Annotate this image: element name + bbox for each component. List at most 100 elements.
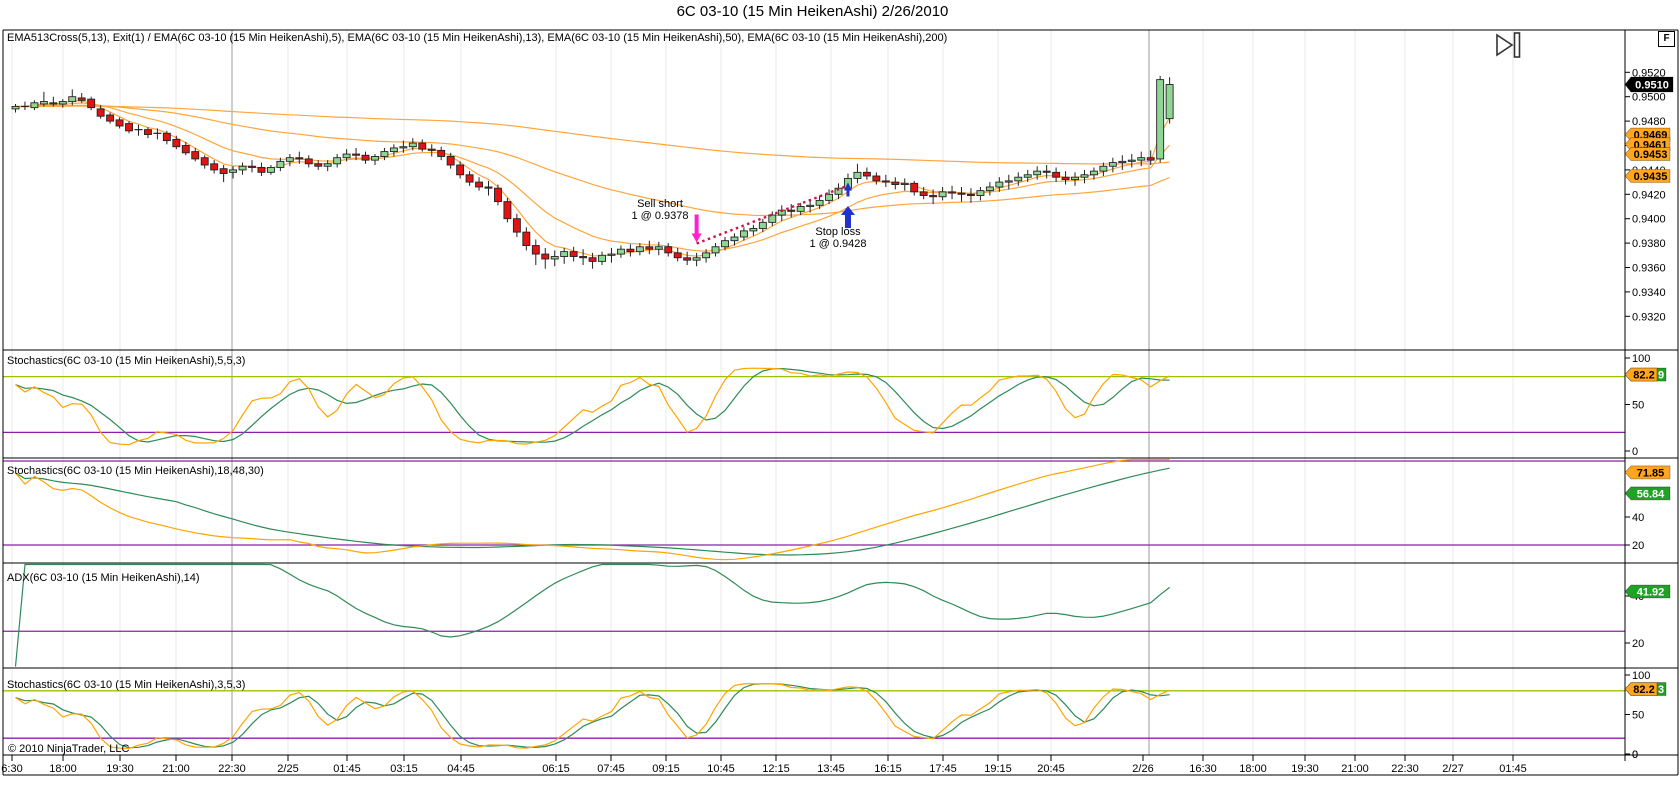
sell-short-line1: Sell short — [637, 198, 683, 210]
price-tick-label: 0.9500 — [1632, 92, 1666, 104]
candle-body — [418, 142, 427, 150]
time-tick-label: 19:30 — [106, 763, 134, 775]
value-badge — [1624, 147, 1671, 161]
time-tick-label: 04:45 — [447, 763, 475, 775]
time-tick-label: 2/27 — [1442, 763, 1463, 775]
candle-body — [550, 256, 559, 260]
candle-body — [408, 142, 417, 148]
candle-body — [77, 97, 86, 101]
time-axis[interactable]: 6:30 18:00 19:30 21:00 22:30 2/25 01:45 03:15 04… — [1, 749, 1638, 775]
candle-body — [872, 175, 881, 182]
candle-body — [730, 236, 739, 242]
candle-body — [768, 214, 777, 223]
price-tick-label: 0.9520 — [1632, 67, 1666, 79]
candle-body — [645, 246, 654, 250]
value-badge-label: 41.92 — [1637, 586, 1665, 598]
time-tick-label: 09:15 — [652, 763, 680, 775]
candle-body — [910, 182, 919, 193]
time-tick-label: 07:45 — [597, 763, 625, 775]
candle-body — [806, 204, 815, 207]
chart-title: 6C 03-10 (15 Min HeikenAshi) 2/26/2010 — [676, 3, 949, 20]
candle-body — [862, 171, 871, 177]
candle-body — [1118, 160, 1127, 164]
zero-tick-label: 0 — [1632, 749, 1638, 761]
candle-body — [115, 119, 124, 127]
candle-body — [683, 257, 692, 261]
candle-body — [389, 147, 398, 153]
candle-body — [1146, 157, 1155, 161]
candle-body — [475, 181, 483, 188]
time-tick-label: 01:45 — [1499, 763, 1527, 775]
candle-body — [1052, 171, 1061, 178]
candle-body — [1061, 176, 1070, 181]
ema-lines — [15, 100, 1171, 257]
time-tick-label: 20:45 — [1037, 763, 1065, 775]
candle-body — [654, 246, 663, 250]
candle-body — [1004, 180, 1013, 183]
candle-body — [891, 181, 900, 185]
price-tick-label: 0.9420 — [1632, 189, 1666, 201]
candle-body — [881, 180, 890, 183]
time-tick-label: 6:30 — [1, 763, 22, 775]
time-tick-label: 21:00 — [162, 763, 190, 775]
ema-50-line — [15, 104, 1170, 217]
ema-200-line — [15, 105, 1170, 165]
candle-body — [995, 181, 1004, 188]
focus-button[interactable]: F — [1658, 31, 1675, 47]
candle-body — [1108, 162, 1117, 167]
candle-body — [985, 186, 994, 192]
panel-tick-label: 20 — [1632, 540, 1644, 552]
panel-tick-label: 100 — [1632, 353, 1650, 365]
candle-body — [68, 96, 77, 103]
candle-body — [853, 171, 862, 179]
time-tick-label: 18:00 — [1239, 763, 1267, 775]
stop-loss-fill-arrow-icon — [843, 182, 852, 197]
candle-body — [172, 138, 181, 148]
value-badge-label: 56.84 — [1637, 488, 1665, 500]
panel-tick-label: 50 — [1632, 400, 1644, 412]
adx-line — [14, 563, 1170, 667]
panel-label-stoch-fast2: Stochastics(6C 03-10 (15 Min HeikenAshi)… — [7, 679, 246, 691]
candle-body — [333, 157, 342, 165]
candle-body — [1071, 176, 1079, 181]
price-tick-label: 0.9380 — [1632, 238, 1666, 250]
time-tick-label: 17:45 — [929, 763, 957, 775]
candle-body — [399, 146, 408, 149]
stoch-fast-d-line — [15, 367, 1170, 443]
play-triangle-icon — [1496, 33, 1514, 57]
candle-body — [456, 164, 465, 176]
candle-body — [1089, 170, 1098, 176]
panel-tick-label: 50 — [1632, 710, 1644, 722]
candle-body — [1014, 176, 1023, 182]
value-badge-label: 0.9453 — [1634, 149, 1668, 161]
candle-body — [446, 156, 455, 166]
candle-body — [266, 167, 275, 173]
panel-tick-label: 100 — [1632, 670, 1650, 682]
value-badge — [1624, 76, 1674, 93]
time-tick-label: 13:45 — [817, 763, 845, 775]
stop-loss-line2: 1 @ 0.9428 — [809, 238, 867, 250]
time-tick-label: 01:45 — [333, 763, 361, 775]
sell-short-annotation: Sell short 1 @ 0.9378 — [610, 198, 710, 222]
candle-body — [304, 158, 313, 165]
value-badge — [1624, 584, 1671, 599]
candle-body — [361, 154, 370, 161]
scroll-to-end-icon[interactable] — [1496, 32, 1521, 58]
price-indicator-label: EMA513Cross(5,13), Exit(1) / EMA(6C 03-1… — [7, 32, 948, 44]
stoch-fast2-k-line — [15, 683, 1170, 750]
value-badge-label: 0.9435 — [1634, 171, 1668, 183]
value-badge-label: 71.85 — [1637, 467, 1665, 479]
stop-loss-line1: Stop loss — [815, 226, 861, 238]
candle-body — [569, 251, 578, 257]
candle-body — [702, 252, 711, 259]
value-badge — [1624, 682, 1658, 696]
candle-body — [1165, 84, 1174, 120]
candle-body — [749, 228, 758, 232]
candle-body — [219, 168, 228, 175]
candle-body — [371, 156, 379, 161]
candle-body — [758, 221, 767, 229]
candle-body — [49, 102, 58, 105]
candle-body — [967, 193, 975, 196]
candle-body — [976, 190, 985, 196]
